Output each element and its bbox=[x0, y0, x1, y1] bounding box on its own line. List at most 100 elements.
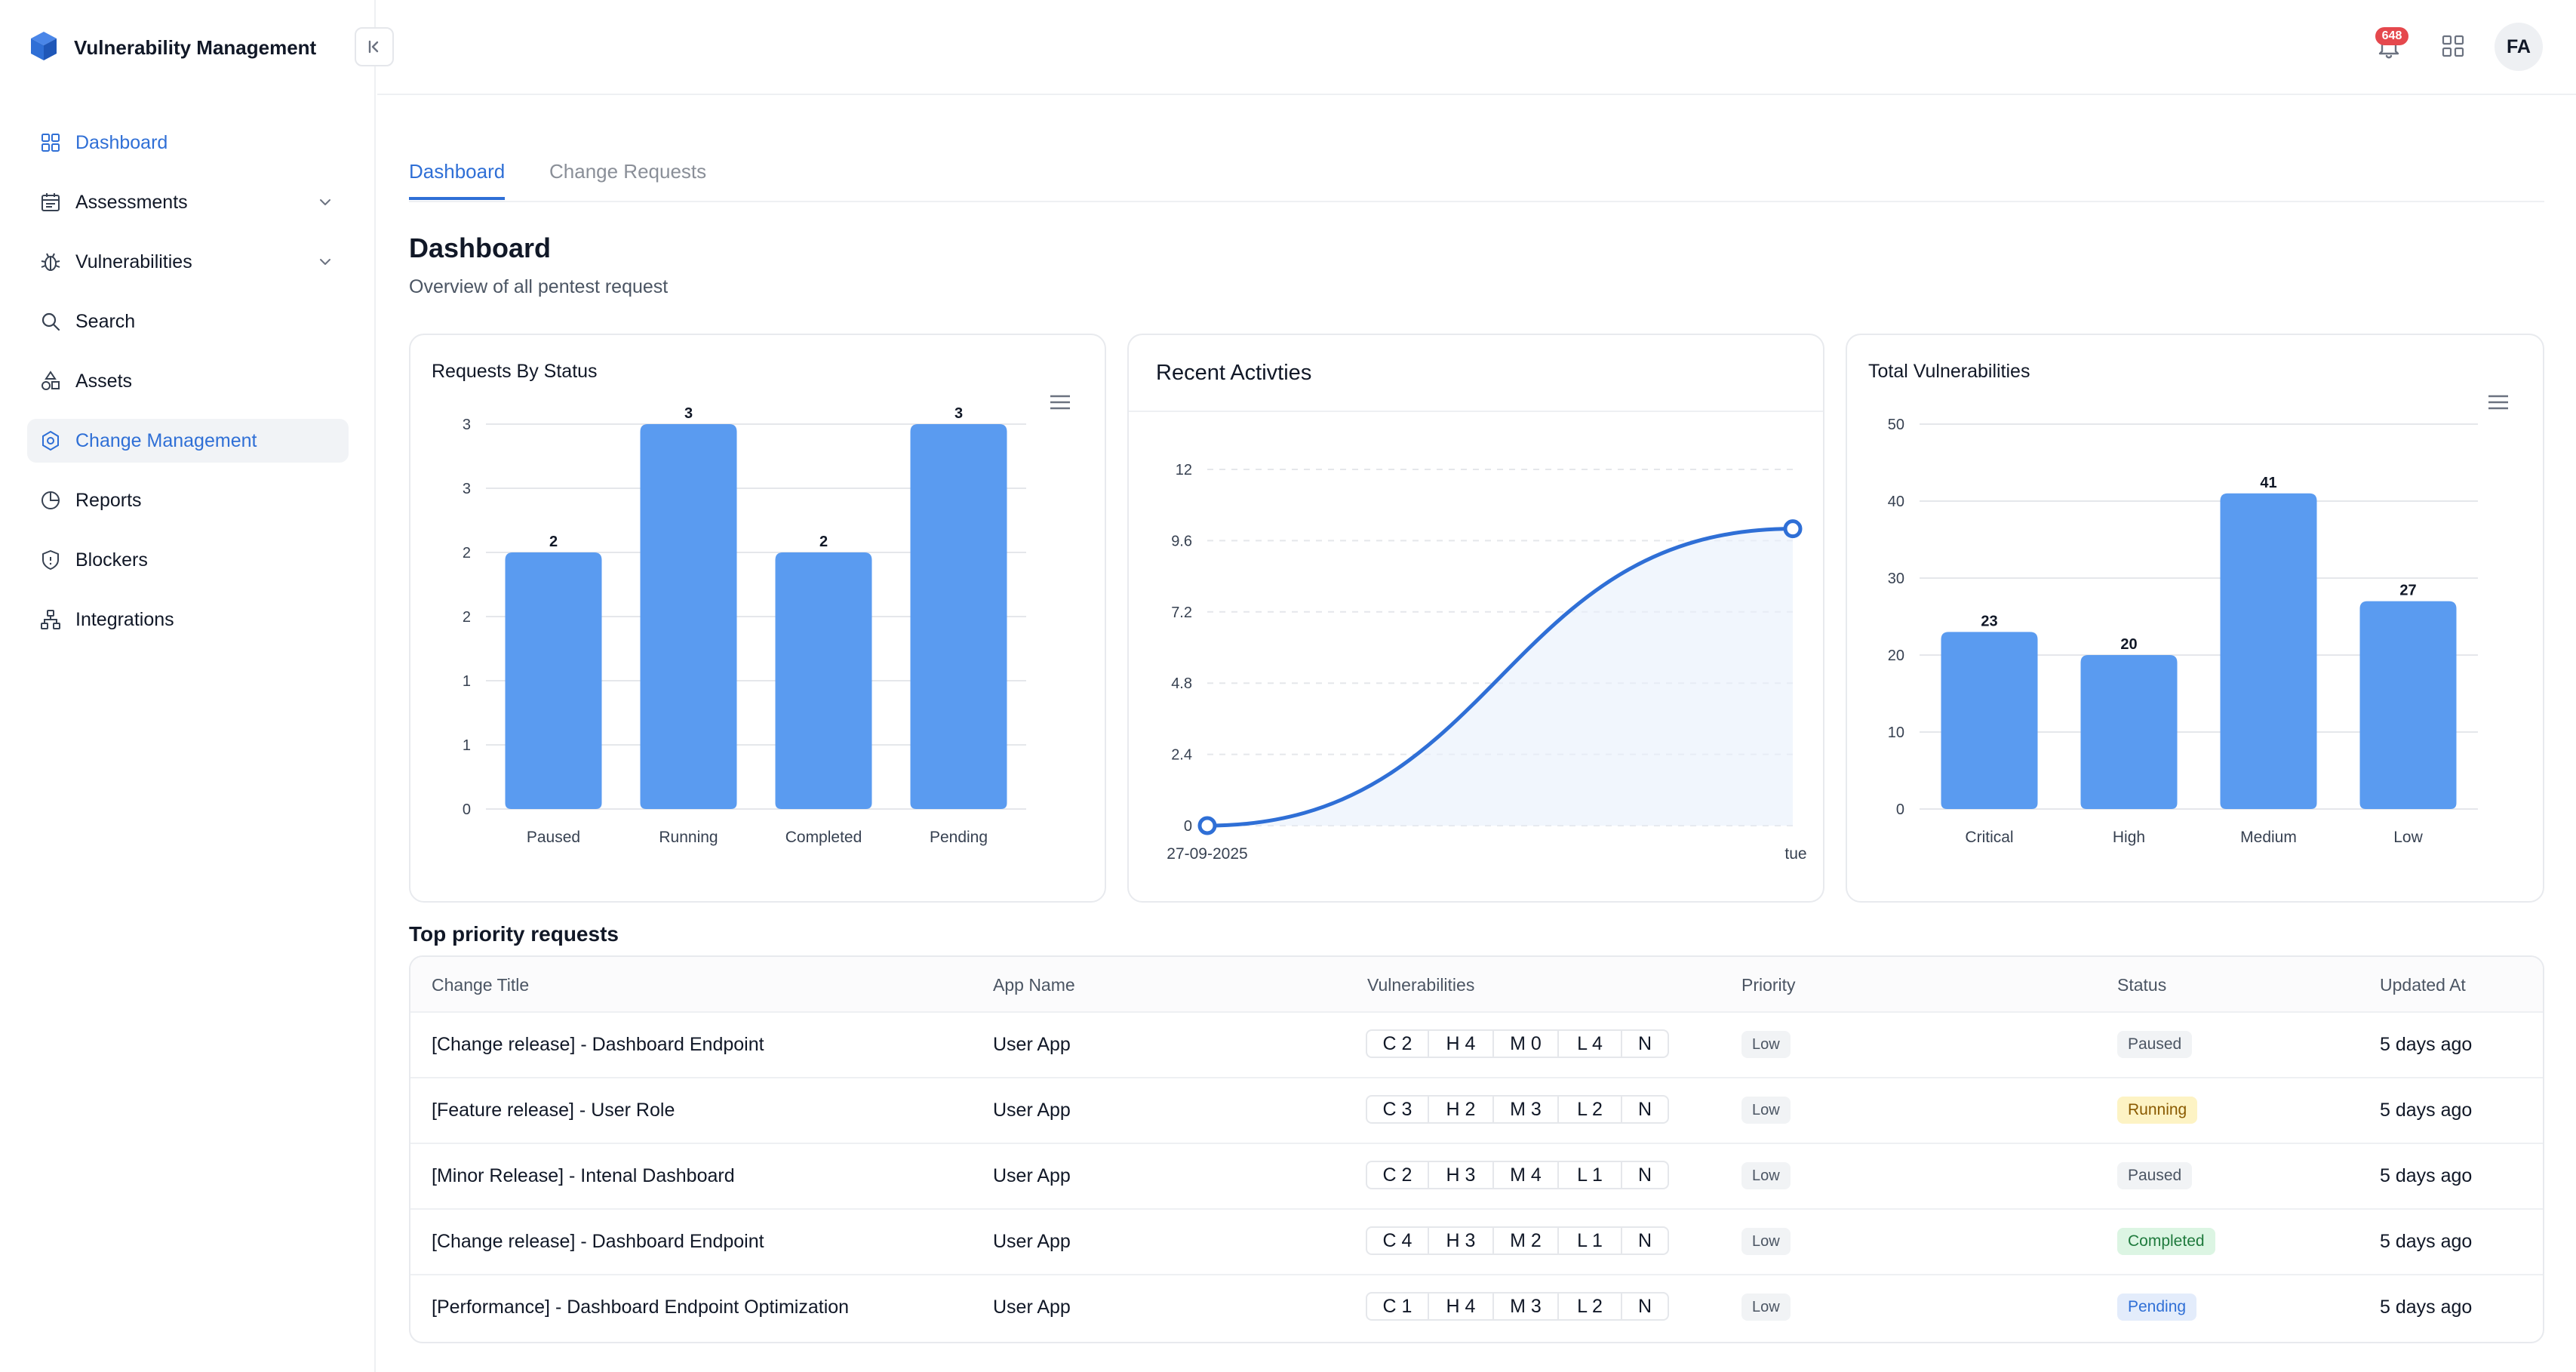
tab-dashboard[interactable]: Dashboard bbox=[409, 160, 506, 200]
status-badge: Completed bbox=[2117, 1228, 2215, 1255]
column-header[interactable]: Priority bbox=[1741, 975, 1796, 995]
recent-activities-title: Recent Activties bbox=[1156, 361, 1312, 385]
chart-menu-icon[interactable] bbox=[2487, 394, 2510, 411]
vulnerability-count-segment: H 4 bbox=[1429, 1294, 1494, 1319]
y-tick-label: 30 bbox=[1888, 571, 1904, 587]
vulnerability-count-segment: N bbox=[1637, 1229, 1652, 1251]
table-row[interactable]: [Performance] - Dashboard Endpoint Optim… bbox=[410, 1275, 2543, 1341]
vulnerability-count-segment: M 0 bbox=[1494, 1031, 1559, 1057]
change-title-cell: [Change release] - Dashboard Endpoint bbox=[432, 1034, 764, 1055]
column-header[interactable]: App Name bbox=[993, 975, 1075, 995]
sidebar-item-integrations[interactable]: Integrations bbox=[27, 598, 349, 641]
x-tick-label: tue bbox=[1784, 845, 1806, 863]
hexagon-icon bbox=[39, 429, 62, 452]
bar-pending[interactable] bbox=[910, 424, 1007, 809]
sidebar-collapse-button[interactable] bbox=[355, 27, 394, 66]
sidebar-item-blockers[interactable]: Blockers bbox=[27, 538, 349, 582]
tab-change-requests[interactable]: Change Requests bbox=[549, 160, 707, 183]
vulnerability-count-segment: N bbox=[1637, 1032, 1652, 1054]
bar-critical[interactable] bbox=[1941, 632, 2038, 809]
vulnerability-count-segment: M 2 bbox=[1494, 1228, 1559, 1254]
vulnerability-count-segment: H 2 bbox=[1429, 1097, 1494, 1122]
bar-running[interactable] bbox=[640, 424, 737, 809]
sidebar-item-label: Change Management bbox=[75, 429, 257, 451]
chart-menu-icon[interactable] bbox=[1049, 394, 1071, 411]
sidebar-item-label: Integrations bbox=[75, 608, 174, 630]
app-name-cell: User App bbox=[993, 1165, 1071, 1186]
sidebar-item-change-management[interactable]: Change Management bbox=[27, 419, 349, 463]
table-row[interactable]: [Minor Release] - Intenal Dashboard User … bbox=[410, 1144, 2543, 1210]
chevron-down-icon[interactable] bbox=[317, 194, 334, 214]
status-badge: Pending bbox=[2117, 1294, 2197, 1321]
bar-value-label: 2 bbox=[819, 534, 828, 550]
updated-at-cell: 5 days ago bbox=[2380, 1297, 2473, 1318]
sidebar-item-assets[interactable]: Assets bbox=[27, 359, 349, 403]
bar-high[interactable] bbox=[2080, 655, 2178, 809]
chevron-down-icon[interactable] bbox=[317, 254, 334, 274]
y-tick-label: 4.8 bbox=[1171, 675, 1192, 692]
column-header[interactable]: Updated At bbox=[2380, 975, 2466, 995]
column-header[interactable]: Change Title bbox=[432, 975, 530, 995]
y-tick-label: 0 bbox=[463, 801, 471, 818]
sidebar-item-assessments[interactable]: Assessments bbox=[27, 180, 349, 224]
sidebar-nav: Dashboard Assessments Vulnerabilities Searc… bbox=[27, 121, 349, 657]
pie-chart-icon bbox=[39, 489, 62, 512]
shield-icon bbox=[39, 549, 62, 571]
app-title: Vulnerability Management bbox=[74, 35, 317, 59]
bar-value-label: 3 bbox=[684, 405, 693, 422]
vulnerability-count-segment: C 4 bbox=[1367, 1228, 1429, 1254]
collapse-left-icon bbox=[368, 40, 379, 54]
vulnerability-count-segment: C 2 bbox=[1367, 1162, 1429, 1188]
column-header[interactable]: Status bbox=[2117, 975, 2167, 995]
apps-grid-icon[interactable] bbox=[2440, 33, 2466, 59]
bar-medium[interactable] bbox=[2220, 493, 2317, 809]
vulnerability-count-segment: C 2 bbox=[1367, 1031, 1429, 1057]
search-icon bbox=[39, 310, 62, 333]
y-tick-label: 2 bbox=[463, 545, 471, 561]
user-avatar[interactable]: FA bbox=[2495, 23, 2543, 71]
bar-completed[interactable] bbox=[775, 552, 872, 809]
y-tick-label: 10 bbox=[1888, 724, 1904, 741]
sidebar-item-vulnerabilities[interactable]: Vulnerabilities bbox=[27, 240, 349, 284]
vulnerability-count-segment: H 3 bbox=[1429, 1162, 1494, 1188]
data-point[interactable] bbox=[1197, 816, 1217, 835]
y-tick-label: 3 bbox=[463, 481, 471, 497]
data-point[interactable] bbox=[1783, 519, 1803, 539]
table-row[interactable]: [Feature release] - User Role User App C 3… bbox=[410, 1078, 2543, 1144]
calendar-icon bbox=[39, 191, 62, 214]
y-tick-label: 12 bbox=[1176, 462, 1192, 478]
priority-badge: Low bbox=[1741, 1294, 1791, 1321]
bar-low[interactable] bbox=[2359, 601, 2457, 809]
vulnerability-count-segment: L 4 bbox=[1559, 1031, 1622, 1057]
sidebar-item-search[interactable]: Search bbox=[27, 300, 349, 343]
top-priority-table: Change Title App Name Vulnerabilities Prior… bbox=[409, 955, 2544, 1343]
network-icon bbox=[39, 608, 62, 631]
x-tick-label: Paused bbox=[527, 829, 580, 846]
vulnerability-count-segment: M 4 bbox=[1494, 1162, 1559, 1188]
updated-at-cell: 5 days ago bbox=[2380, 1231, 2473, 1252]
priority-badge: Low bbox=[1741, 1228, 1791, 1255]
vulnerability-count-segment: H 4 bbox=[1429, 1031, 1494, 1057]
sidebar-item-dashboard[interactable]: Dashboard bbox=[27, 121, 349, 165]
app-name-cell: User App bbox=[993, 1034, 1071, 1055]
change-title-cell: [Performance] - Dashboard Endpoint Optim… bbox=[432, 1297, 850, 1318]
notifications-count-badge: 648 bbox=[2375, 27, 2408, 45]
table-row[interactable]: [Change release] - Dashboard Endpoint Use… bbox=[410, 1210, 2543, 1275]
requests-by-status-title: Requests By Status bbox=[432, 361, 598, 382]
x-tick-label: High bbox=[2113, 829, 2145, 846]
bar-paused[interactable] bbox=[505, 552, 602, 809]
top-priority-title: Top priority requests bbox=[409, 922, 619, 946]
area-fill bbox=[1207, 528, 1793, 826]
priority-badge: Low bbox=[1741, 1162, 1791, 1189]
bar-value-label: 41 bbox=[2260, 475, 2276, 491]
column-header[interactable]: Vulnerabilities bbox=[1367, 975, 1475, 995]
y-tick-label: 0 bbox=[1896, 801, 1904, 818]
card-divider bbox=[1129, 411, 1823, 412]
sidebar-item-reports[interactable]: Reports bbox=[27, 478, 349, 522]
table-row[interactable]: [Change release] - Dashboard Endpoint Use… bbox=[410, 1013, 2543, 1078]
sidebar-item-label: Vulnerabilities bbox=[75, 251, 192, 272]
